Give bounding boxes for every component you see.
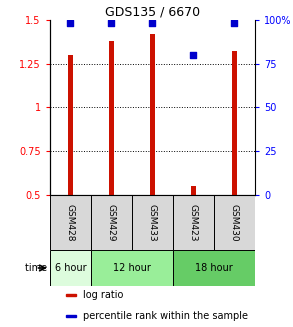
Bar — [91, 195, 132, 250]
Text: time: time — [25, 263, 50, 273]
Text: 12 hour: 12 hour — [113, 263, 151, 273]
Bar — [173, 195, 214, 250]
Bar — [66, 315, 76, 317]
Bar — [173, 250, 255, 286]
Bar — [50, 195, 91, 250]
Text: GSM428: GSM428 — [66, 204, 75, 241]
Text: 6 hour: 6 hour — [54, 263, 86, 273]
Text: 18 hour: 18 hour — [195, 263, 233, 273]
Text: GSM429: GSM429 — [107, 204, 116, 241]
Point — [191, 52, 196, 57]
Point — [109, 21, 114, 26]
Text: percentile rank within the sample: percentile rank within the sample — [83, 311, 248, 321]
Point — [68, 21, 73, 26]
Bar — [91, 250, 173, 286]
Point — [232, 21, 237, 26]
Bar — [132, 195, 173, 250]
Title: GDS135 / 6670: GDS135 / 6670 — [105, 6, 200, 18]
Bar — [50, 250, 91, 286]
Bar — [68, 55, 73, 195]
Bar — [66, 294, 76, 296]
Text: GSM433: GSM433 — [148, 204, 157, 242]
Text: GSM430: GSM430 — [230, 204, 239, 242]
Bar — [109, 41, 114, 195]
Point — [150, 21, 155, 26]
Bar — [214, 195, 255, 250]
Bar — [191, 186, 196, 195]
Text: log ratio: log ratio — [83, 290, 123, 300]
Bar — [232, 51, 237, 195]
Bar — [150, 34, 155, 195]
Text: GSM423: GSM423 — [189, 204, 198, 241]
